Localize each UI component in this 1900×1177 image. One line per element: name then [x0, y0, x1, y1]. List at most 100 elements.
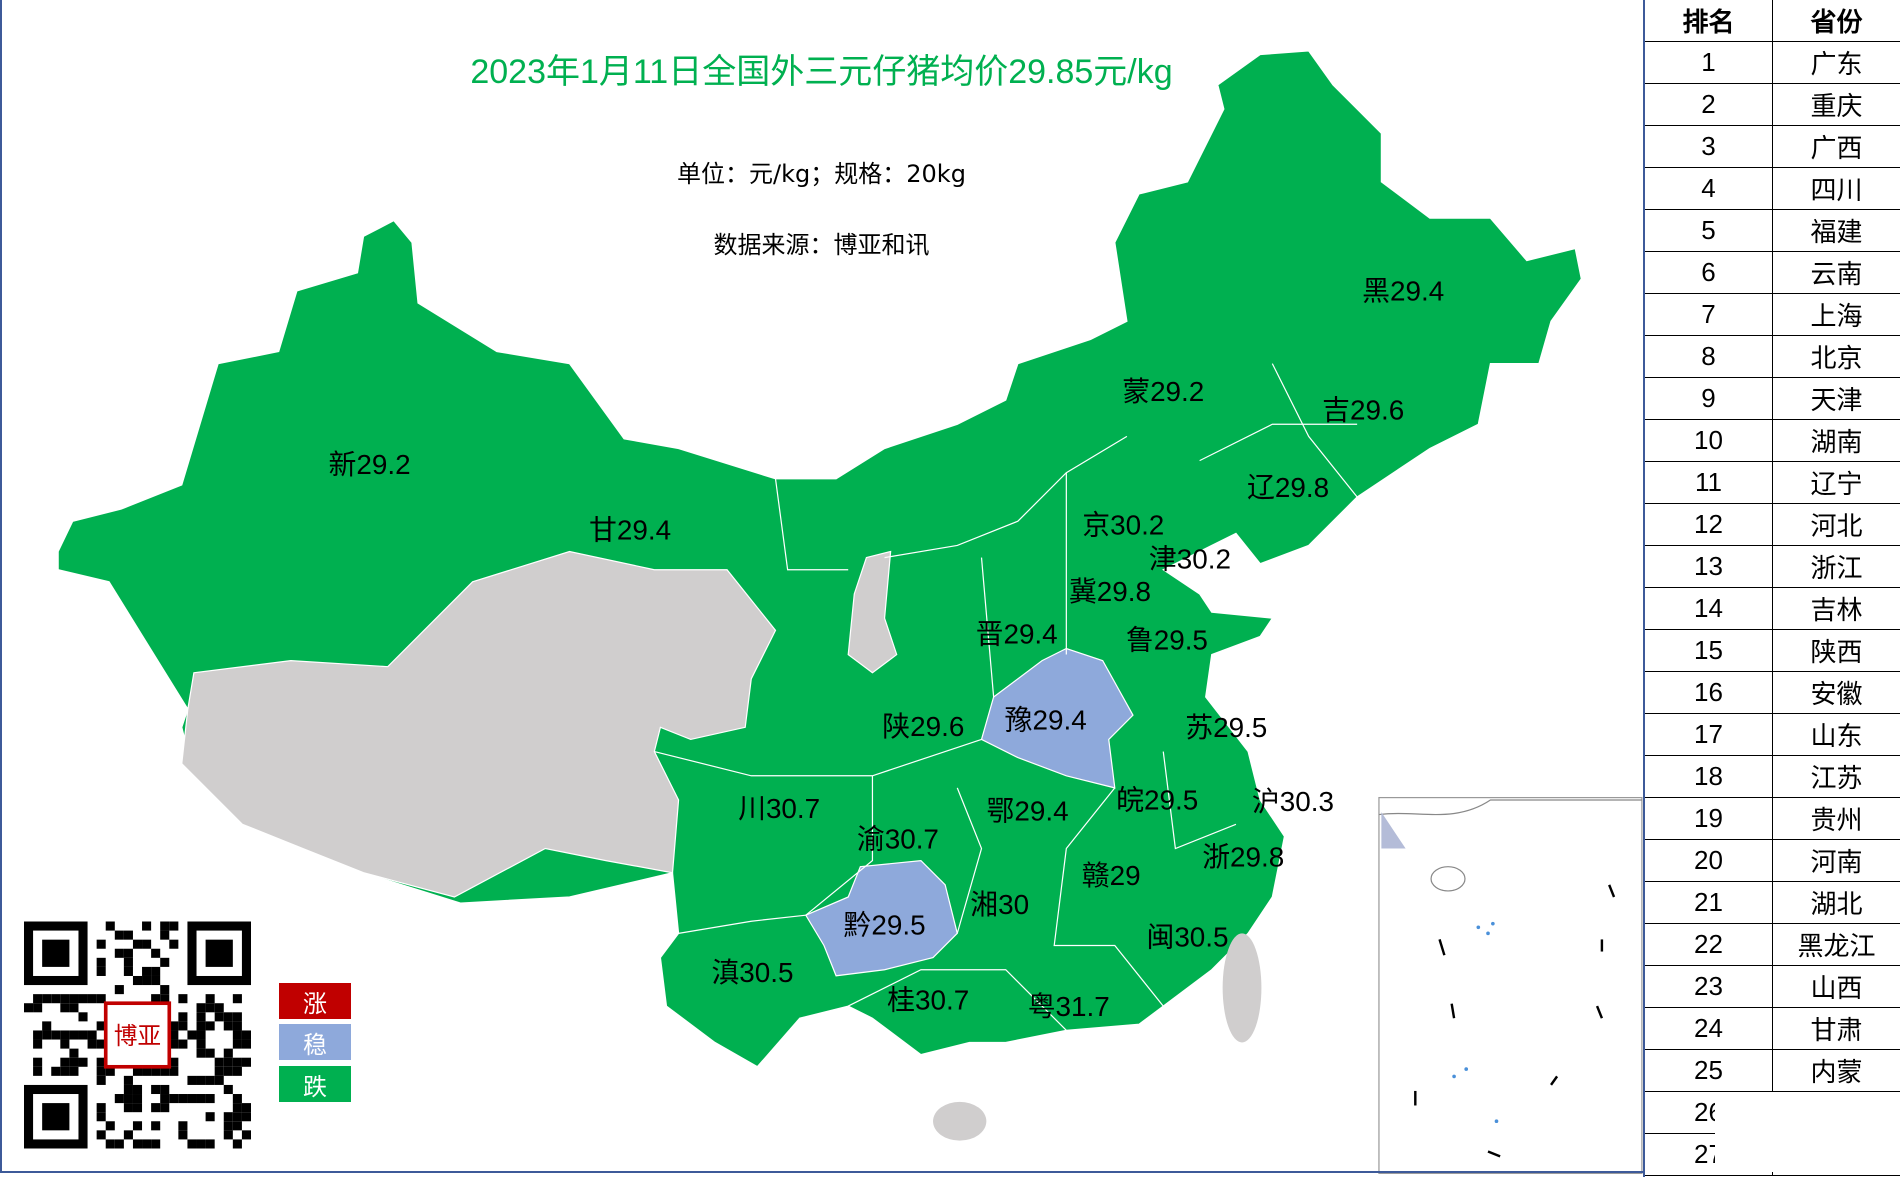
- province-label: 桂30.7: [887, 985, 969, 1016]
- table-row: 15 陕西: [1645, 630, 1900, 672]
- rank-cell: 25: [1645, 1050, 1773, 1091]
- source-line: 数据来源：博亚和讯: [713, 231, 930, 259]
- table-row: 11 辽宁: [1645, 462, 1900, 504]
- province-cell: 上海: [1810, 302, 1863, 332]
- table-row: 22 黑龙江: [1645, 924, 1900, 966]
- svg-text:博亚: 博亚: [114, 1022, 161, 1050]
- province-cell: 浙江: [1810, 554, 1863, 584]
- province-cell: 安徽: [1810, 680, 1863, 710]
- rank-cell: 19: [1645, 798, 1773, 839]
- province-label: 辽29.8: [1247, 472, 1329, 503]
- table-row: 6 云南: [1645, 252, 1900, 294]
- table-row: 23 山西: [1645, 966, 1900, 1008]
- table-row: 3 广西: [1645, 126, 1900, 168]
- table-row: 24 甘肃: [1645, 1008, 1900, 1050]
- province-cell: 省份: [1810, 8, 1863, 38]
- province-cell: 重庆: [1810, 92, 1863, 122]
- province-label: 皖29.5: [1116, 785, 1198, 816]
- legend-rise: 涨: [279, 983, 351, 1019]
- province-label: 湘30: [970, 889, 1029, 920]
- map-frame: [0, 0, 1643, 1173]
- rank-cell: 15: [1645, 630, 1773, 671]
- table-overlay: [1715, 1092, 1900, 1172]
- table-row: 1 广东: [1645, 42, 1900, 84]
- rank-cell: 24: [1645, 1008, 1773, 1049]
- province-label: 蒙29.2: [1122, 376, 1204, 407]
- province-cell: 河南: [1810, 848, 1863, 878]
- table-row: 17 山东: [1645, 714, 1900, 756]
- table-row: 12 河北: [1645, 504, 1900, 546]
- rank-cell: 22: [1645, 924, 1773, 965]
- table-header: 排名 省份: [1645, 0, 1900, 42]
- table-row: 18 江苏: [1645, 756, 1900, 798]
- rank-cell: 20: [1645, 840, 1773, 881]
- rank-cell: 12: [1645, 504, 1773, 545]
- province-cell: 四川: [1810, 176, 1863, 206]
- table-row: 7 上海: [1645, 294, 1900, 336]
- province-borders: [654, 363, 1358, 1031]
- taiwan-no-data: [1222, 933, 1262, 1043]
- rank-cell: 1: [1645, 42, 1773, 83]
- table-row: 21 湖北: [1645, 882, 1900, 924]
- table-row: 8 北京: [1645, 336, 1900, 378]
- qr-code: 博亚: [24, 921, 251, 1149]
- province-cell: 江苏: [1810, 764, 1863, 794]
- unit-line: 单位：元/kg；规格：20kg: [677, 160, 966, 188]
- province-cell: 湖北: [1810, 890, 1863, 920]
- rank-cell: 8: [1645, 336, 1773, 377]
- province-label: 沪30.3: [1252, 786, 1334, 817]
- table-row: 4 四川: [1645, 168, 1900, 210]
- province-label: 渝30.7: [857, 824, 939, 855]
- province-labels: 新29.2 甘29.4 蒙29.2 黑29.4 吉29.6 辽29.8 京30.2津30.2…: [329, 276, 1445, 1022]
- province-label: 闽30.5: [1146, 922, 1228, 953]
- province-cell: 陕西: [1810, 638, 1863, 668]
- province-cell: 广东: [1810, 50, 1863, 80]
- rank-cell: 18: [1645, 756, 1773, 797]
- province-cell: 福建: [1810, 218, 1863, 248]
- legend-fall: 跌: [279, 1066, 351, 1102]
- hainan-no-data: [933, 1101, 987, 1141]
- province-cell: 内蒙: [1810, 1058, 1863, 1088]
- table-row: 13 浙江: [1645, 546, 1900, 588]
- province-label: 晋29.4: [976, 619, 1058, 650]
- province-label: 陕29.6: [882, 711, 964, 742]
- rank-cell: 6: [1645, 252, 1773, 293]
- table-row: 9 天津: [1645, 378, 1900, 420]
- province-label: 津30.2: [1149, 543, 1231, 574]
- province-cell: 河北: [1810, 512, 1863, 542]
- table-row: 19 贵州: [1645, 798, 1900, 840]
- henan-stable: [980, 647, 1134, 789]
- rank-cell: 4: [1645, 168, 1773, 209]
- province-label: 鲁29.5: [1126, 625, 1208, 656]
- table-row: 2 重庆: [1645, 84, 1900, 126]
- province-cell: 辽宁: [1810, 470, 1863, 500]
- legend-stable: 稳: [279, 1024, 351, 1060]
- rank-cell: 16: [1645, 672, 1773, 713]
- province-cell: 山东: [1810, 722, 1863, 752]
- province-label: 甘29.4: [589, 514, 671, 545]
- rank-cell: 11: [1645, 462, 1773, 503]
- ranking-table: 排名 省份 1 广东 2 重庆 3 广西 4 四川 5 福建 6 云南 7 上海 8 北京 9 天津 10 湖南 11 辽宁 1…: [1643, 0, 1900, 1177]
- province-cell: 甘肃: [1810, 1016, 1863, 1046]
- province-label: 吉29.6: [1322, 394, 1404, 425]
- rank-cell: 7: [1645, 294, 1773, 335]
- rank-cell: 23: [1645, 966, 1773, 1007]
- province-cell: 天津: [1810, 386, 1863, 416]
- province-label: 浙29.8: [1202, 842, 1284, 873]
- province-label: 豫29.4: [1005, 705, 1087, 736]
- province-cell: 云南: [1810, 260, 1863, 290]
- province-label: 川30.7: [738, 793, 820, 824]
- province-cell: 黑龙江: [1797, 932, 1876, 962]
- rank-cell: 5: [1645, 210, 1773, 251]
- province-label: 黑29.4: [1362, 276, 1444, 307]
- table-row: 25 内蒙: [1645, 1050, 1900, 1092]
- rank-cell: 17: [1645, 714, 1773, 755]
- province-label: 京30.2: [1082, 510, 1164, 541]
- province-label: 苏29.5: [1185, 712, 1267, 743]
- province-cell: 吉林: [1810, 596, 1863, 626]
- province-cell: 湖南: [1810, 428, 1863, 458]
- south-china-sea-inset: [1378, 796, 1643, 1174]
- table-row: 16 安徽: [1645, 672, 1900, 714]
- province-label: 黔29.5: [844, 910, 926, 941]
